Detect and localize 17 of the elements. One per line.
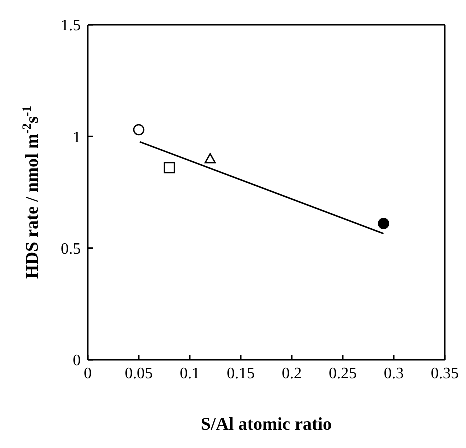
x-axis-title: S/Al atomic ratio bbox=[201, 414, 332, 434]
y-tick-label: 1 bbox=[73, 129, 81, 146]
x-tick-label: 0.1 bbox=[180, 365, 200, 382]
x-tick-label: 0.25 bbox=[329, 365, 357, 382]
x-tick-label: 0.2 bbox=[282, 365, 302, 382]
point bbox=[378, 218, 390, 230]
point bbox=[204, 153, 216, 164]
x-tick-label: 0 bbox=[84, 365, 92, 382]
point bbox=[164, 162, 176, 174]
y-tick-label: 0.5 bbox=[61, 241, 81, 258]
x-tick-label: 0.3 bbox=[384, 365, 404, 382]
y-tick-label: 0 bbox=[73, 352, 81, 370]
x-tick-label: 0.35 bbox=[431, 365, 459, 382]
x-tick-label: 0.05 bbox=[125, 365, 153, 382]
x-tick-label: 0.15 bbox=[227, 365, 255, 382]
y-tick-label: 1.5 bbox=[61, 18, 81, 35]
point bbox=[133, 124, 145, 136]
